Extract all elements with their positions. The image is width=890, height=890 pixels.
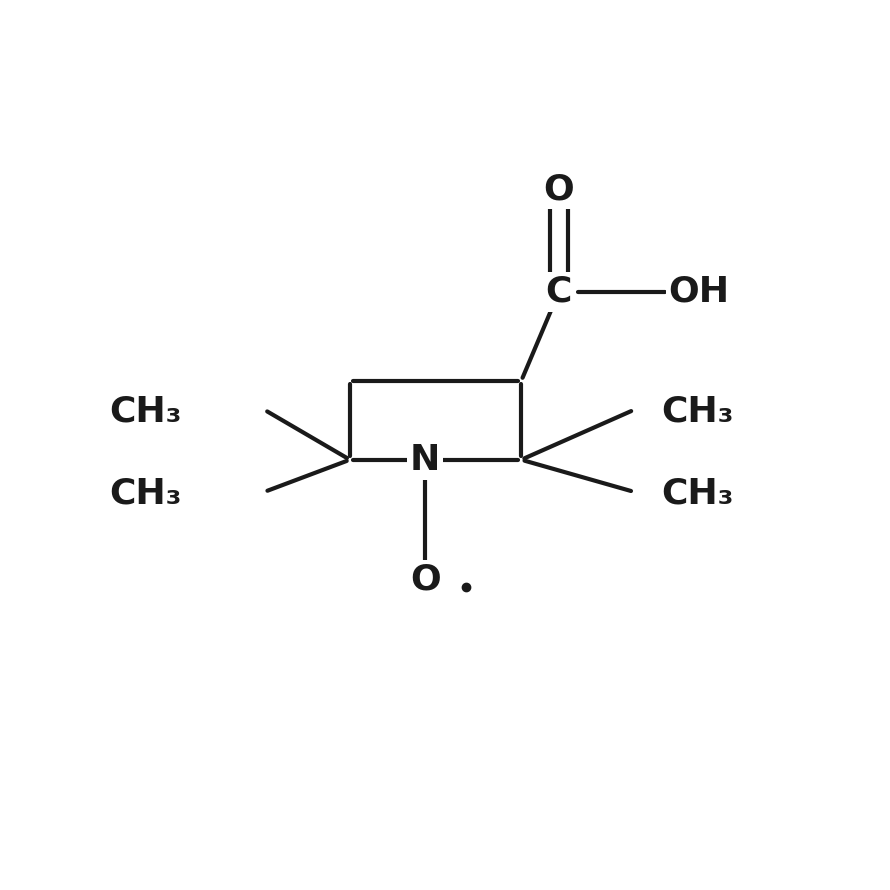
Text: C: C (546, 275, 572, 309)
Text: N: N (410, 442, 441, 477)
Text: O: O (410, 562, 441, 596)
Text: OH: OH (668, 275, 730, 309)
Text: CH₃: CH₃ (662, 395, 734, 429)
Text: CH₃: CH₃ (109, 395, 182, 429)
Text: CH₃: CH₃ (109, 477, 182, 511)
Text: O: O (544, 172, 574, 206)
Text: CH₃: CH₃ (662, 477, 734, 511)
